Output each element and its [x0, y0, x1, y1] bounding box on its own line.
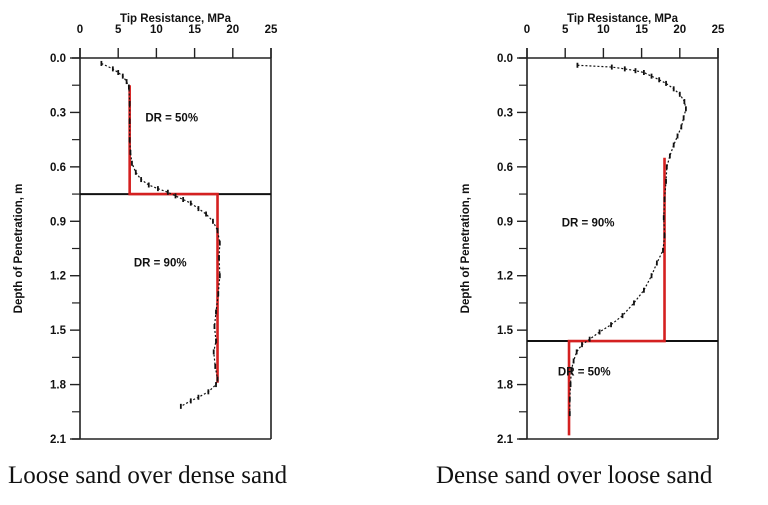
- x-tick-label: 20: [226, 24, 239, 36]
- x-tick-label: 0: [77, 24, 83, 36]
- y-tick-label: 1.8: [50, 380, 67, 392]
- y-tick-label: 1.5: [50, 325, 67, 337]
- x-tick-label: 5: [562, 24, 569, 36]
- y-tick-label: 2.1: [497, 434, 514, 446]
- measured-curve: [101, 62, 221, 407]
- y-tick-label: 1.5: [497, 325, 514, 337]
- x-axis-label: Tip Resistance, MPa: [567, 13, 679, 25]
- y-tick-label: 0.6: [50, 162, 66, 174]
- x-tick-label: 15: [188, 24, 201, 36]
- chart-1: 0 5 10 15 20 25 Tip Resistance, MPa 0.0 0.3 0.6 0.…: [460, 13, 725, 446]
- y-tick-label: 1.2: [50, 271, 66, 283]
- y-tick-label: 0.6: [497, 162, 513, 174]
- x-axis-label: Tip Resistance, MPa: [120, 13, 232, 25]
- caption-loose-over-dense: Loose sand over dense sand: [8, 462, 288, 489]
- x-tick-label: 15: [635, 24, 648, 36]
- idealized-profile-line: [128, 85, 219, 383]
- y-tick-label: 0.9: [50, 216, 66, 228]
- chart-0: 0 5 10 15 20 25 Tip Resistance, MPa 0.0 0.3 0.6 0.…: [13, 13, 278, 446]
- density-annotation: DR = 50%: [145, 113, 198, 125]
- caption-dense-over-loose: Dense sand over loose sand: [436, 462, 713, 489]
- idealized-profile-line: [567, 157, 666, 436]
- y-tick-label: 1.2: [497, 271, 513, 283]
- density-annotation: DR = 50%: [558, 367, 611, 379]
- y-tick-label: 2.1: [50, 434, 67, 446]
- x-tick-label: 10: [150, 24, 163, 36]
- y-axis-label: Depth of Penetration, m: [460, 184, 472, 314]
- x-tick-label: 5: [115, 24, 122, 36]
- x-tick-label: 25: [265, 24, 278, 36]
- x-tick-label: 25: [712, 24, 725, 36]
- y-axis-label: Depth of Penetration, m: [13, 184, 25, 314]
- y-tick-label: 0.3: [497, 107, 513, 119]
- y-tick-label: 0.9: [497, 216, 513, 228]
- y-tick-label: 0.0: [50, 53, 66, 65]
- x-tick-label: 20: [673, 24, 686, 36]
- y-tick-label: 1.8: [497, 380, 514, 392]
- density-annotation: DR = 90%: [562, 218, 615, 230]
- x-tick-label: 10: [597, 24, 610, 36]
- density-annotation: DR = 90%: [134, 258, 187, 270]
- x-tick-label: 0: [524, 24, 530, 36]
- y-tick-label: 0.0: [497, 53, 513, 65]
- measured-curve: [569, 64, 687, 414]
- y-tick-label: 0.3: [50, 107, 66, 119]
